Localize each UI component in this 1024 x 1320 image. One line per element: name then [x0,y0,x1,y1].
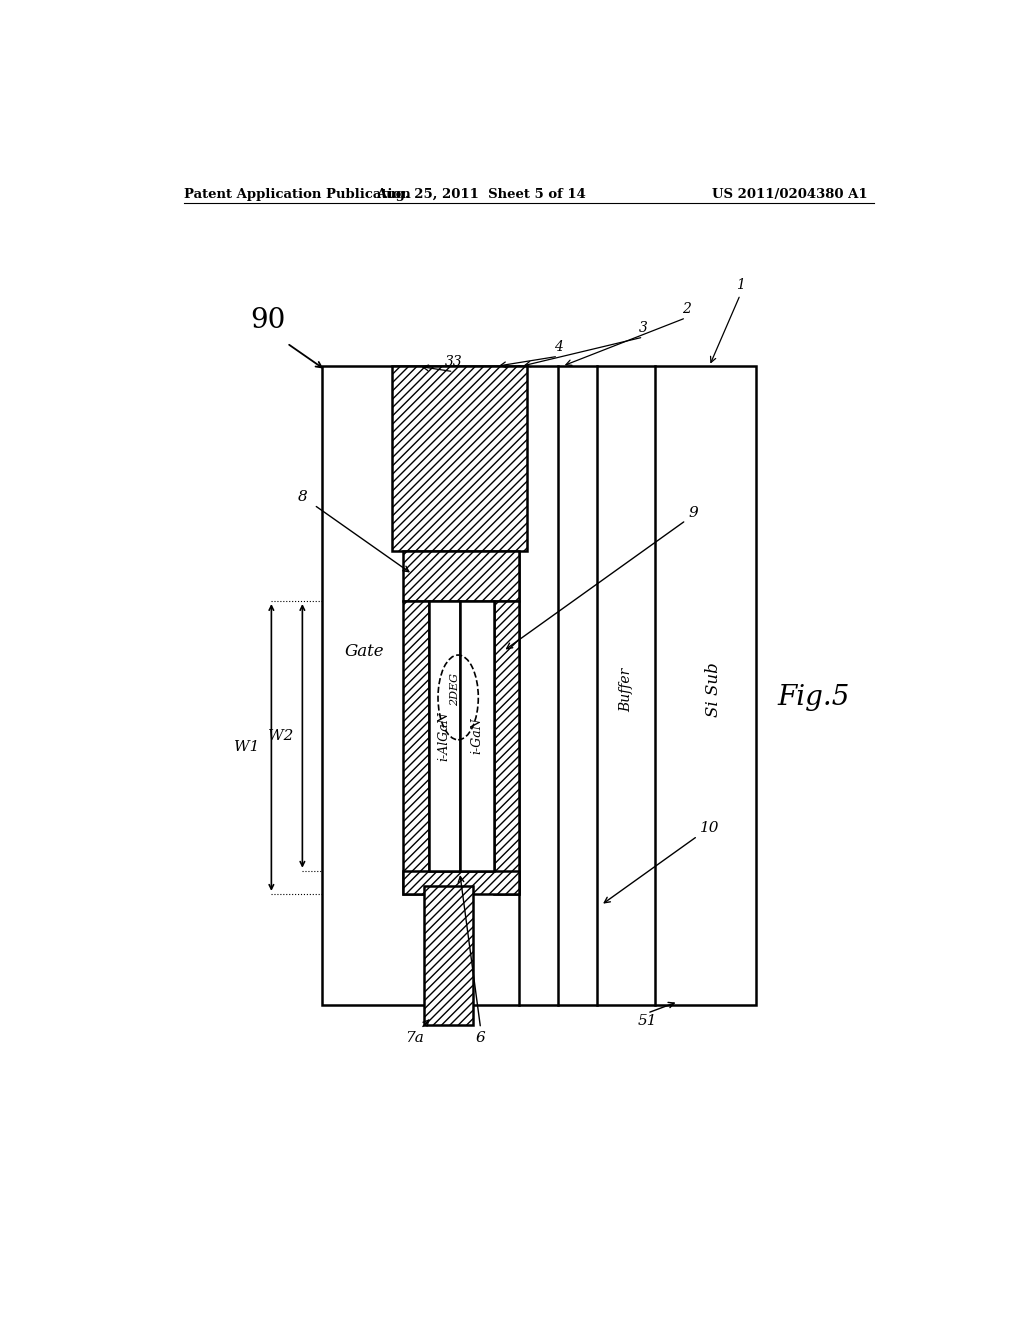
Bar [424,886,473,1024]
Text: 8: 8 [298,490,307,504]
Text: i-AlGaN: i-AlGaN [437,711,451,760]
Bar [429,601,460,871]
Text: 9: 9 [689,506,698,520]
Bar [403,552,519,601]
Bar [403,871,519,894]
Text: Si Sub: Si Sub [705,663,722,717]
Text: 33: 33 [444,355,463,370]
Text: US 2011/0204380 A1: US 2011/0204380 A1 [713,187,868,201]
Bar [494,601,519,894]
Text: 4: 4 [554,341,562,354]
Text: W1: W1 [234,741,260,755]
Text: W2: W2 [267,729,293,743]
Text: 2DEG: 2DEG [451,673,460,706]
Bar [460,601,494,871]
Text: Patent Application Publication: Patent Application Publication [183,187,411,201]
Bar [403,601,429,894]
Text: 90: 90 [250,306,286,334]
Text: 2: 2 [682,301,690,315]
Text: Gate: Gate [344,643,384,660]
Text: Fig.5: Fig.5 [777,684,850,711]
Text: 1: 1 [736,279,744,293]
Bar [322,367,756,1006]
Text: 7a: 7a [406,1031,424,1044]
Text: 51: 51 [638,1014,657,1028]
Bar [391,367,527,552]
Text: 10: 10 [699,821,719,836]
Text: Buffer: Buffer [618,668,633,711]
Text: 6: 6 [476,1031,485,1044]
Text: i-GaN: i-GaN [470,718,483,754]
Text: 3: 3 [639,321,648,335]
Text: Aug. 25, 2011  Sheet 5 of 14: Aug. 25, 2011 Sheet 5 of 14 [376,187,586,201]
